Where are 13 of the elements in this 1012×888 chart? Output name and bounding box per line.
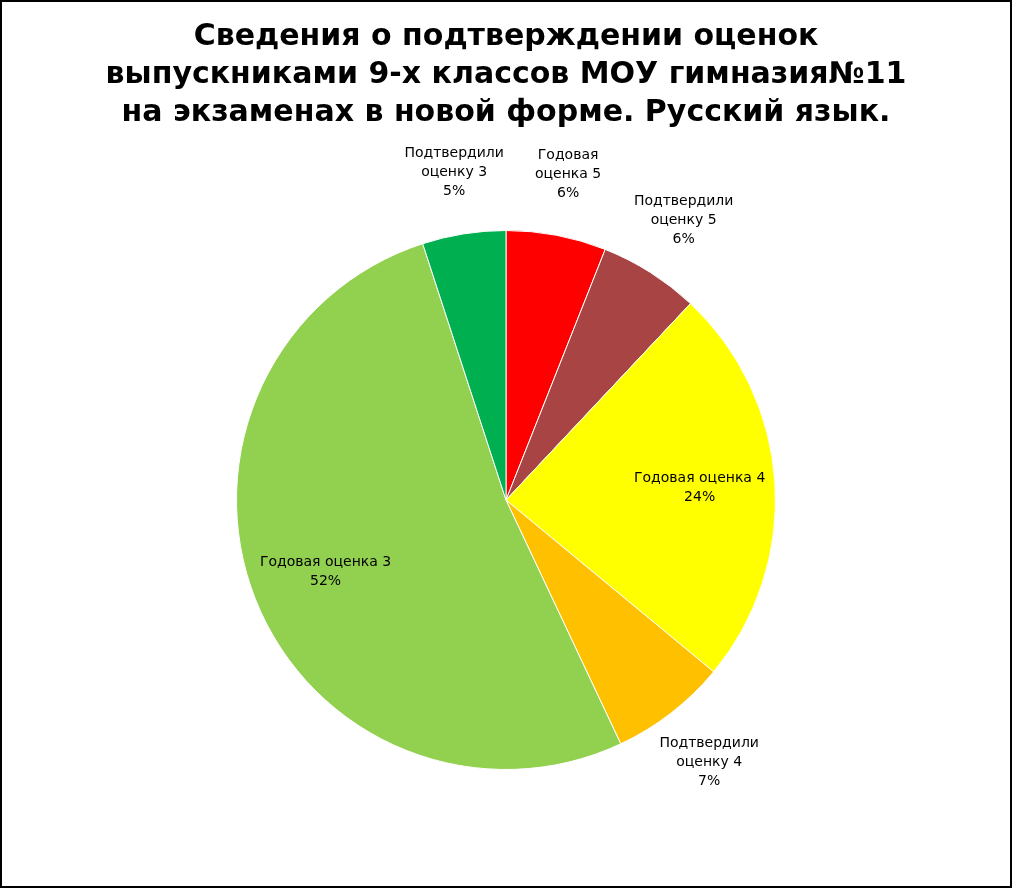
slice-label: Годовая оценка 5 (534, 146, 602, 182)
data-label: 7% (698, 771, 721, 788)
data-label: 6% (557, 184, 580, 201)
data-label: 52% (310, 571, 342, 588)
data-label: 5% (443, 182, 466, 199)
data-label: 24% (684, 487, 716, 504)
data-label: 6% (672, 229, 695, 246)
chart-title: Сведения о подтверждении оценок выпускниками 9-х классов МОУ гимназия№11 на экзаменах в новой форме. Русский язык. (104, 16, 908, 130)
slice-label: Годовая оценка 3 (259, 552, 392, 569)
slice-label: Подтвердили оценку 3 (404, 144, 504, 180)
slice-label: Подтвердили оценку 4 (659, 733, 759, 769)
slice-label: Годовая оценка 4 (634, 468, 766, 485)
slice-label: Подтвердили оценку 5 (633, 191, 734, 227)
